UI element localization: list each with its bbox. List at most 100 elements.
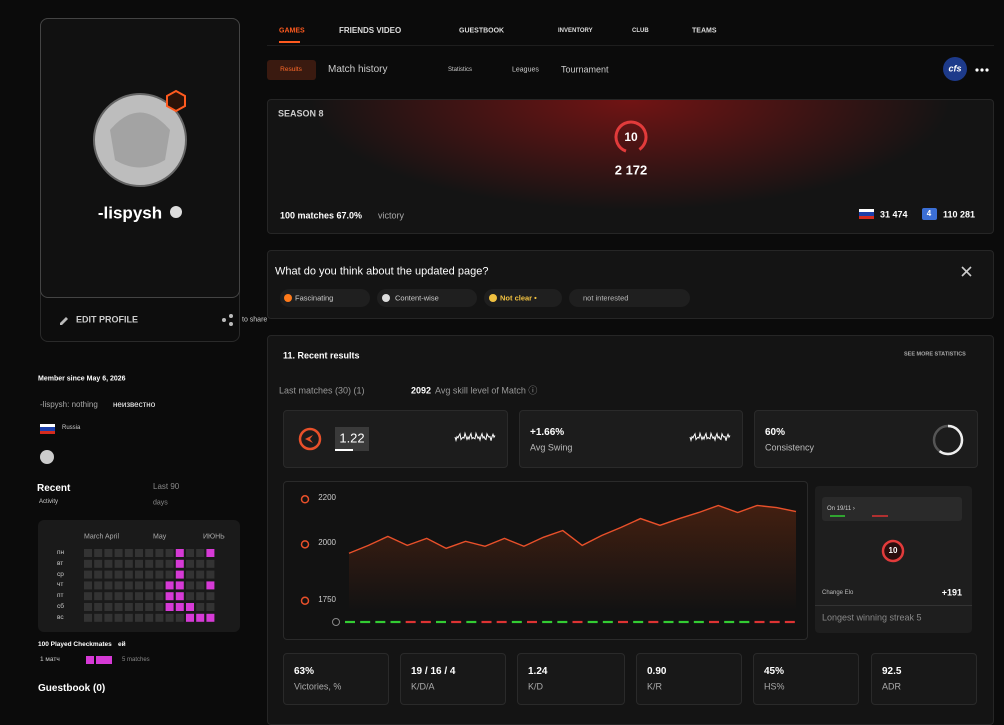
kpi-card (519, 410, 743, 468)
day-label: вс (57, 613, 64, 621)
activity-cell (84, 581, 92, 590)
feedback-option[interactable]: Content-wise (395, 293, 439, 303)
activity-cell (104, 549, 113, 557)
feedback-option[interactable]: Not clear • (500, 293, 537, 303)
pill[interactable] (280, 289, 370, 307)
activity-cell (175, 603, 184, 611)
activity-cell (206, 613, 215, 622)
activity-cell (145, 603, 154, 611)
activity-cell (186, 603, 194, 611)
activity-cell (94, 603, 103, 611)
cfs-badge[interactable] (943, 57, 967, 81)
sub-tab[interactable]: Results (280, 65, 302, 73)
activity-cell (196, 570, 205, 579)
kpi-value: 60% (765, 427, 786, 438)
activity-cell (196, 549, 205, 557)
sub-tab[interactable]: Leagues (512, 66, 539, 74)
side-date-box[interactable] (822, 497, 962, 521)
nav-tab[interactable]: GAMES (279, 27, 305, 35)
info-icon (332, 618, 340, 626)
feedback-option[interactable]: Fascinating (295, 293, 334, 303)
results-tab[interactable] (267, 60, 316, 80)
sub-tab[interactable]: Statistics (448, 67, 473, 73)
kpi-bar (335, 449, 353, 451)
nav-tab[interactable]: GUESTBOOK (459, 27, 505, 35)
activity-cell (145, 592, 154, 601)
edit-icon[interactable] (60, 317, 68, 325)
nav-tab[interactable]: FRIENDS VIDEO (339, 26, 402, 35)
sub-tab[interactable]: Match history (328, 64, 388, 75)
share[interactable]: to share (242, 316, 268, 324)
nav-tab[interactable]: TEAMS (692, 27, 717, 35)
steam-icon[interactable] (40, 450, 54, 464)
activity-cell (124, 613, 133, 622)
avatar-art (110, 112, 170, 168)
activity-cell (145, 549, 154, 557)
activity-cell (124, 592, 133, 601)
edit-profile[interactable]: EDIT PROFILE (76, 314, 139, 325)
stat-label: K/D (528, 681, 544, 692)
activity-cell (165, 603, 174, 611)
activity-cell (155, 581, 164, 590)
activity-cell (206, 603, 215, 611)
stat-value: 0.90 (647, 666, 667, 677)
stat-value: 63% (294, 666, 315, 677)
more-menu[interactable] (975, 68, 989, 72)
activity-cell (196, 581, 205, 590)
rank-world: 110 281 (943, 209, 976, 220)
activity-cell (104, 570, 113, 579)
activity-cell (114, 603, 123, 611)
kpi-value: 1.22 (339, 430, 365, 446)
activity-cell (186, 592, 194, 601)
feedback-option[interactable]: not interested (583, 293, 629, 303)
y-tick-label: 2000 (318, 538, 336, 548)
side-date[interactable]: On 19/11 › (827, 506, 855, 512)
activity-cell (94, 559, 103, 568)
kpi-value: +1.66% (530, 427, 565, 438)
legend-swatch (96, 656, 104, 664)
day-label: пн (57, 548, 65, 556)
cfs-label[interactable]: cfs (948, 63, 962, 74)
consistency-ring (932, 424, 964, 456)
activity-cell (124, 603, 133, 611)
stat-card (517, 653, 625, 705)
nav-tab[interactable]: INVENTORY (558, 28, 593, 34)
activity-cell (135, 549, 143, 557)
activity-cell (135, 581, 143, 590)
activity-cell (186, 549, 194, 557)
guestbook-title[interactable]: Guestbook (0) (38, 683, 106, 694)
pill[interactable] (484, 289, 562, 307)
activity-cell (175, 570, 184, 579)
avg-skill: 2092 (411, 385, 432, 396)
elo-area (349, 505, 796, 611)
activity-cell (114, 581, 123, 590)
close-button[interactable] (961, 266, 972, 277)
day-label: ср (57, 570, 64, 578)
stat-label: HS% (764, 681, 785, 692)
activity-cell (206, 549, 215, 557)
activity-range: Last 90 (153, 482, 180, 491)
y-tick-icon (300, 540, 310, 549)
activity-cell (186, 559, 194, 568)
activity-cell (94, 592, 103, 601)
pill[interactable] (377, 289, 477, 307)
activity-cell (135, 570, 143, 579)
side-level: 10 (888, 546, 898, 555)
stat-value: 1.24 (528, 666, 548, 677)
pill[interactable] (569, 289, 690, 307)
activity-cell (155, 559, 164, 568)
recent-title: 11. Recent results (283, 350, 360, 361)
see-more[interactable]: SEE MORE STATISTICS (904, 351, 966, 358)
sub-tab[interactable]: Tournament (561, 64, 609, 75)
kpi-label: Avg Swing (530, 442, 573, 453)
share-icon[interactable] (222, 314, 233, 326)
nav-divider (267, 45, 994, 46)
activity-cell (84, 603, 92, 611)
activity-cell (165, 559, 174, 568)
activity-cell (94, 581, 103, 590)
nav-tab[interactable]: CLUB (632, 28, 649, 34)
month-label: ИЮНЬ (203, 533, 225, 541)
elo-line (348, 504, 797, 554)
activity-title: Recent (37, 483, 71, 494)
country: Russia (62, 425, 81, 431)
